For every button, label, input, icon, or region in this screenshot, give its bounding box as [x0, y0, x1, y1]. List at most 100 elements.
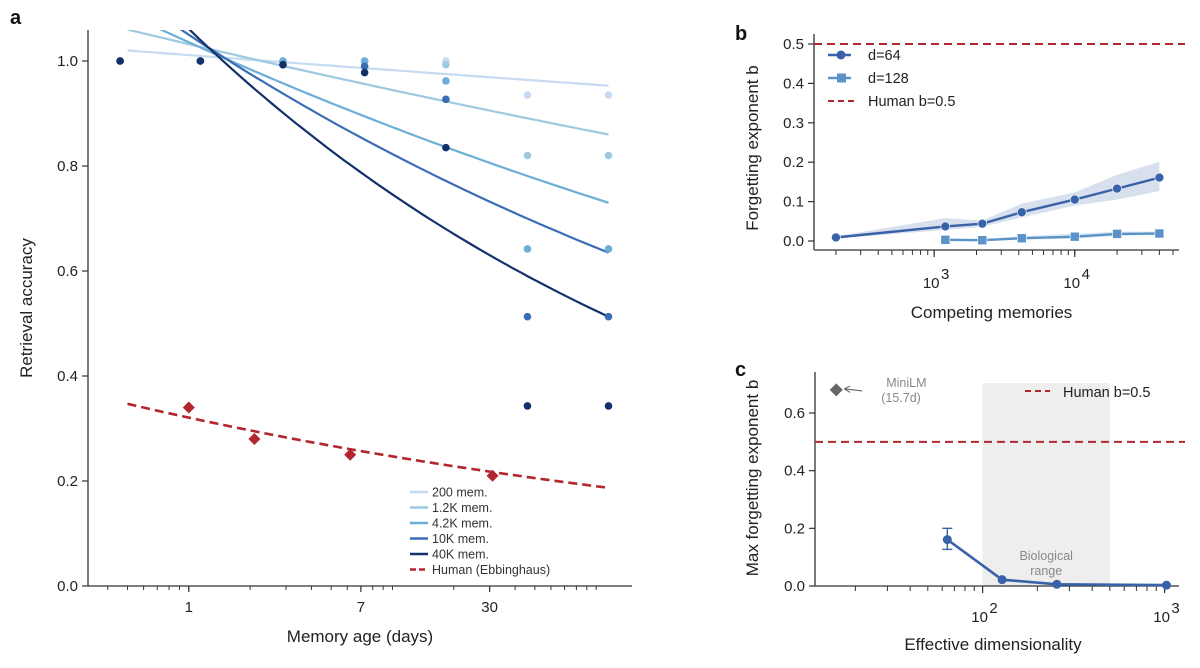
- data-point: [442, 143, 450, 152]
- fit-line-4-2K-mem-: [159, 30, 609, 204]
- data-point: [523, 91, 532, 99]
- human-data-point: [182, 401, 195, 414]
- biological-range-region: [982, 383, 1110, 586]
- x-tick-label: 7: [357, 599, 365, 616]
- x-tick-exponent: 3: [1171, 600, 1179, 617]
- data-marker: [1161, 580, 1171, 590]
- data-marker: [1154, 172, 1165, 183]
- x-tick-label: 10: [1153, 609, 1170, 626]
- x-tick-exponent: 2: [989, 600, 997, 617]
- biological-range-label: range: [1030, 564, 1062, 578]
- data-point: [523, 151, 532, 160]
- legend-label: 10K mem.: [432, 532, 489, 546]
- series-line: [946, 538, 1167, 587]
- legend-marker: [837, 73, 846, 83]
- human-data-point: [486, 469, 499, 482]
- legend-a: 200 mem.1.2K mem. 4.2K mem.10K mem. 40K me…: [410, 486, 550, 577]
- human-data-point: [248, 433, 261, 445]
- x-tick-exponent: 3: [941, 266, 949, 283]
- y-axis-title: Max forgetting exponent b: [743, 380, 762, 577]
- data-point: [523, 312, 532, 321]
- y-tick-label: 0.4: [57, 368, 78, 385]
- x-axis-title: Memory age (days): [287, 627, 433, 646]
- data-marker: [1069, 231, 1080, 242]
- y-tick-label: 0.0: [783, 233, 804, 250]
- data-point: [442, 60, 450, 69]
- y-axis-title: Retrieval accuracy: [17, 238, 36, 378]
- x-tick-label: 30: [481, 599, 498, 616]
- data-point: [523, 245, 532, 253]
- y-tick-label: 0.5: [783, 36, 804, 53]
- panel-c-chart: Biologicalrange1021030.00.20.40.6Effecti…: [743, 372, 1185, 654]
- data-marker: [1016, 233, 1027, 244]
- annotation-arrow-line: [845, 388, 863, 392]
- data-marker: [940, 221, 951, 232]
- data-marker: [1069, 194, 1080, 205]
- x-tick-label: 10: [971, 609, 988, 626]
- panel-label-c: c: [735, 359, 746, 381]
- human-data-point: [344, 448, 357, 461]
- legend-label: Human b=0.5: [868, 94, 955, 110]
- confidence-band: [835, 161, 1160, 239]
- data-point: [196, 57, 205, 65]
- y-tick-label: 0.2: [784, 520, 805, 537]
- legend-label: d=64: [868, 48, 901, 64]
- data-marker: [831, 232, 841, 243]
- x-axis-title: Competing memories: [911, 303, 1073, 322]
- data-marker: [940, 235, 951, 245]
- data-point: [360, 57, 369, 65]
- fit-line-200-mem-: [127, 49, 609, 87]
- data-point: [360, 62, 369, 71]
- minilm-marker: [829, 383, 843, 397]
- legend-label: 40K mem.: [432, 548, 489, 562]
- human-fit-line: [127, 402, 609, 490]
- y-tick-label: 0.6: [57, 263, 78, 280]
- data-marker: [977, 235, 988, 246]
- legend-marker: [836, 50, 846, 60]
- y-tick-label: 0.6: [784, 405, 805, 422]
- legend-label: 200 mem.: [432, 486, 488, 500]
- data-point: [442, 95, 450, 104]
- minilm-label: MiniLM: [886, 376, 926, 390]
- y-tick-label: 0.4: [784, 463, 805, 480]
- legend-b: d=64 d=128 Human b=0.5: [828, 48, 955, 110]
- x-axis-title: Effective dimensionality: [904, 635, 1082, 654]
- data-point: [360, 68, 369, 77]
- data-marker: [1016, 207, 1027, 218]
- y-tick-label: 0.2: [783, 154, 804, 171]
- minilm-sublabel: (15.7d): [881, 391, 921, 405]
- arrow-head-icon: [843, 385, 851, 393]
- fit-line-1-2K-mem-: [127, 30, 609, 136]
- data-point: [604, 245, 613, 253]
- data-marker: [1112, 229, 1122, 239]
- y-tick-label: 1.0: [57, 53, 78, 70]
- data-point: [116, 57, 124, 65]
- y-tick-label: 0.3: [783, 115, 804, 132]
- data-point: [604, 402, 613, 410]
- y-tick-label: 0.2: [57, 473, 78, 490]
- data-marker: [1112, 183, 1122, 194]
- data-point: [604, 151, 613, 160]
- legend-label: Human b=0.5: [1063, 385, 1150, 401]
- panel-label-a: a: [10, 7, 22, 29]
- x-tick-exponent: 4: [1082, 266, 1090, 283]
- legend-label: 1.2K mem.: [432, 501, 492, 515]
- y-tick-label: 0.4: [783, 75, 804, 92]
- biological-range-label: Biological: [1019, 549, 1073, 563]
- data-marker: [942, 535, 952, 545]
- x-tick-label: 1: [185, 599, 193, 616]
- plot-area: [116, 30, 613, 490]
- y-tick-label: 0.1: [783, 194, 804, 211]
- data-marker: [1154, 228, 1165, 239]
- data-point: [279, 60, 287, 69]
- data-point: [523, 402, 532, 410]
- x-tick-label: 10: [1063, 275, 1080, 292]
- y-tick-label: 0.0: [57, 578, 78, 595]
- y-tick-label: 0.0: [784, 578, 805, 595]
- legend-label: 4.2K mem.: [432, 517, 492, 531]
- data-point: [442, 77, 450, 85]
- legend-label: d=128: [868, 71, 909, 87]
- data-marker: [1052, 579, 1062, 589]
